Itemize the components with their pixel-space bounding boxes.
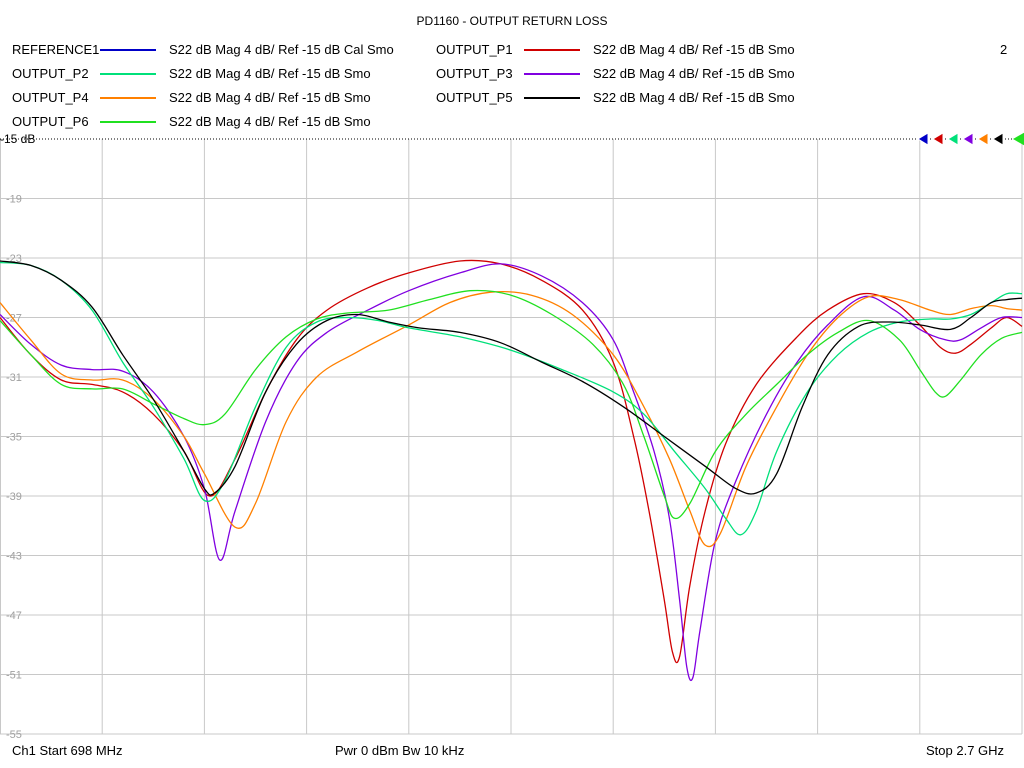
legend-line-swatch <box>524 73 580 75</box>
reference-label: -15 dB <box>0 132 35 146</box>
legend-series-description: S22 dB Mag 4 dB/ Ref -15 dB Smo <box>169 114 371 129</box>
legend-series-description: S22 dB Mag 4 dB/ Ref -15 dB Smo <box>593 66 795 81</box>
y-tick-label: -35 <box>6 432 22 444</box>
ref-marker-output-p4 <box>977 132 989 146</box>
y-tick-label: -51 <box>6 670 22 682</box>
legend-line-swatch <box>100 121 156 123</box>
legend-series-description: S22 dB Mag 4 dB/ Ref -15 dB Smo <box>169 66 371 81</box>
ref-marker-output-p2 <box>947 132 959 146</box>
y-tick-label: -39 <box>6 491 22 503</box>
legend-line-swatch <box>100 73 156 75</box>
y-tick-label: -31 <box>6 372 22 384</box>
footer-stop: Stop 2.7 GHz <box>926 743 1005 758</box>
legend-line-swatch <box>524 97 580 99</box>
legend-series-name: REFERENCE1 <box>12 42 100 57</box>
trace-output-p6 <box>0 289 1023 520</box>
y-tick-label: -55 <box>6 729 22 741</box>
trace-output-p1 <box>0 259 1023 664</box>
ref-marker-output-p6 <box>1012 132 1024 146</box>
footer-start: Ch1 Start 698 MHz <box>12 743 123 758</box>
legend-series-name: OUTPUT_P2 <box>12 66 89 81</box>
footer-power-bandwidth: Pwr 0 dBm Bw 10 kHz <box>335 743 465 758</box>
ref-marker-output-p3 <box>962 132 974 146</box>
y-tick-label: -43 <box>6 551 22 563</box>
legend-series-name: OUTPUT_P1 <box>436 42 513 57</box>
legend-series-name: OUTPUT_P4 <box>12 90 89 105</box>
legend-series-name: OUTPUT_P5 <box>436 90 513 105</box>
chart-title: PD1160 - OUTPUT RETURN LOSS <box>416 14 608 28</box>
y-tick-label: -47 <box>6 610 22 622</box>
ref-marker-output-p1 <box>932 132 944 146</box>
trace-output-p3 <box>0 263 1023 681</box>
legend-series-description: S22 dB Mag 4 dB/ Ref -15 dB Smo <box>593 42 795 57</box>
legend-series-description: S22 dB Mag 4 dB/ Ref -15 dB Smo <box>593 90 795 105</box>
legend-line-swatch <box>524 49 580 51</box>
trace-output-p4 <box>0 290 1023 548</box>
legend-series-description: S22 dB Mag 4 dB/ Ref -15 dB Cal Smo <box>169 42 394 57</box>
y-tick-label: -19 <box>6 194 22 206</box>
legend-line-swatch <box>100 49 156 51</box>
trace-output-p5 <box>0 260 1023 496</box>
legend-series-name: OUTPUT_P6 <box>12 114 89 129</box>
ref-marker-reference1 <box>917 132 929 146</box>
legend-series-description: S22 dB Mag 4 dB/ Ref -15 dB Smo <box>169 90 371 105</box>
ref-marker-output-p5 <box>992 132 1004 146</box>
legend-series-name: OUTPUT_P3 <box>436 66 513 81</box>
channel-number: 2 <box>1000 42 1008 57</box>
legend-line-swatch <box>100 97 156 99</box>
